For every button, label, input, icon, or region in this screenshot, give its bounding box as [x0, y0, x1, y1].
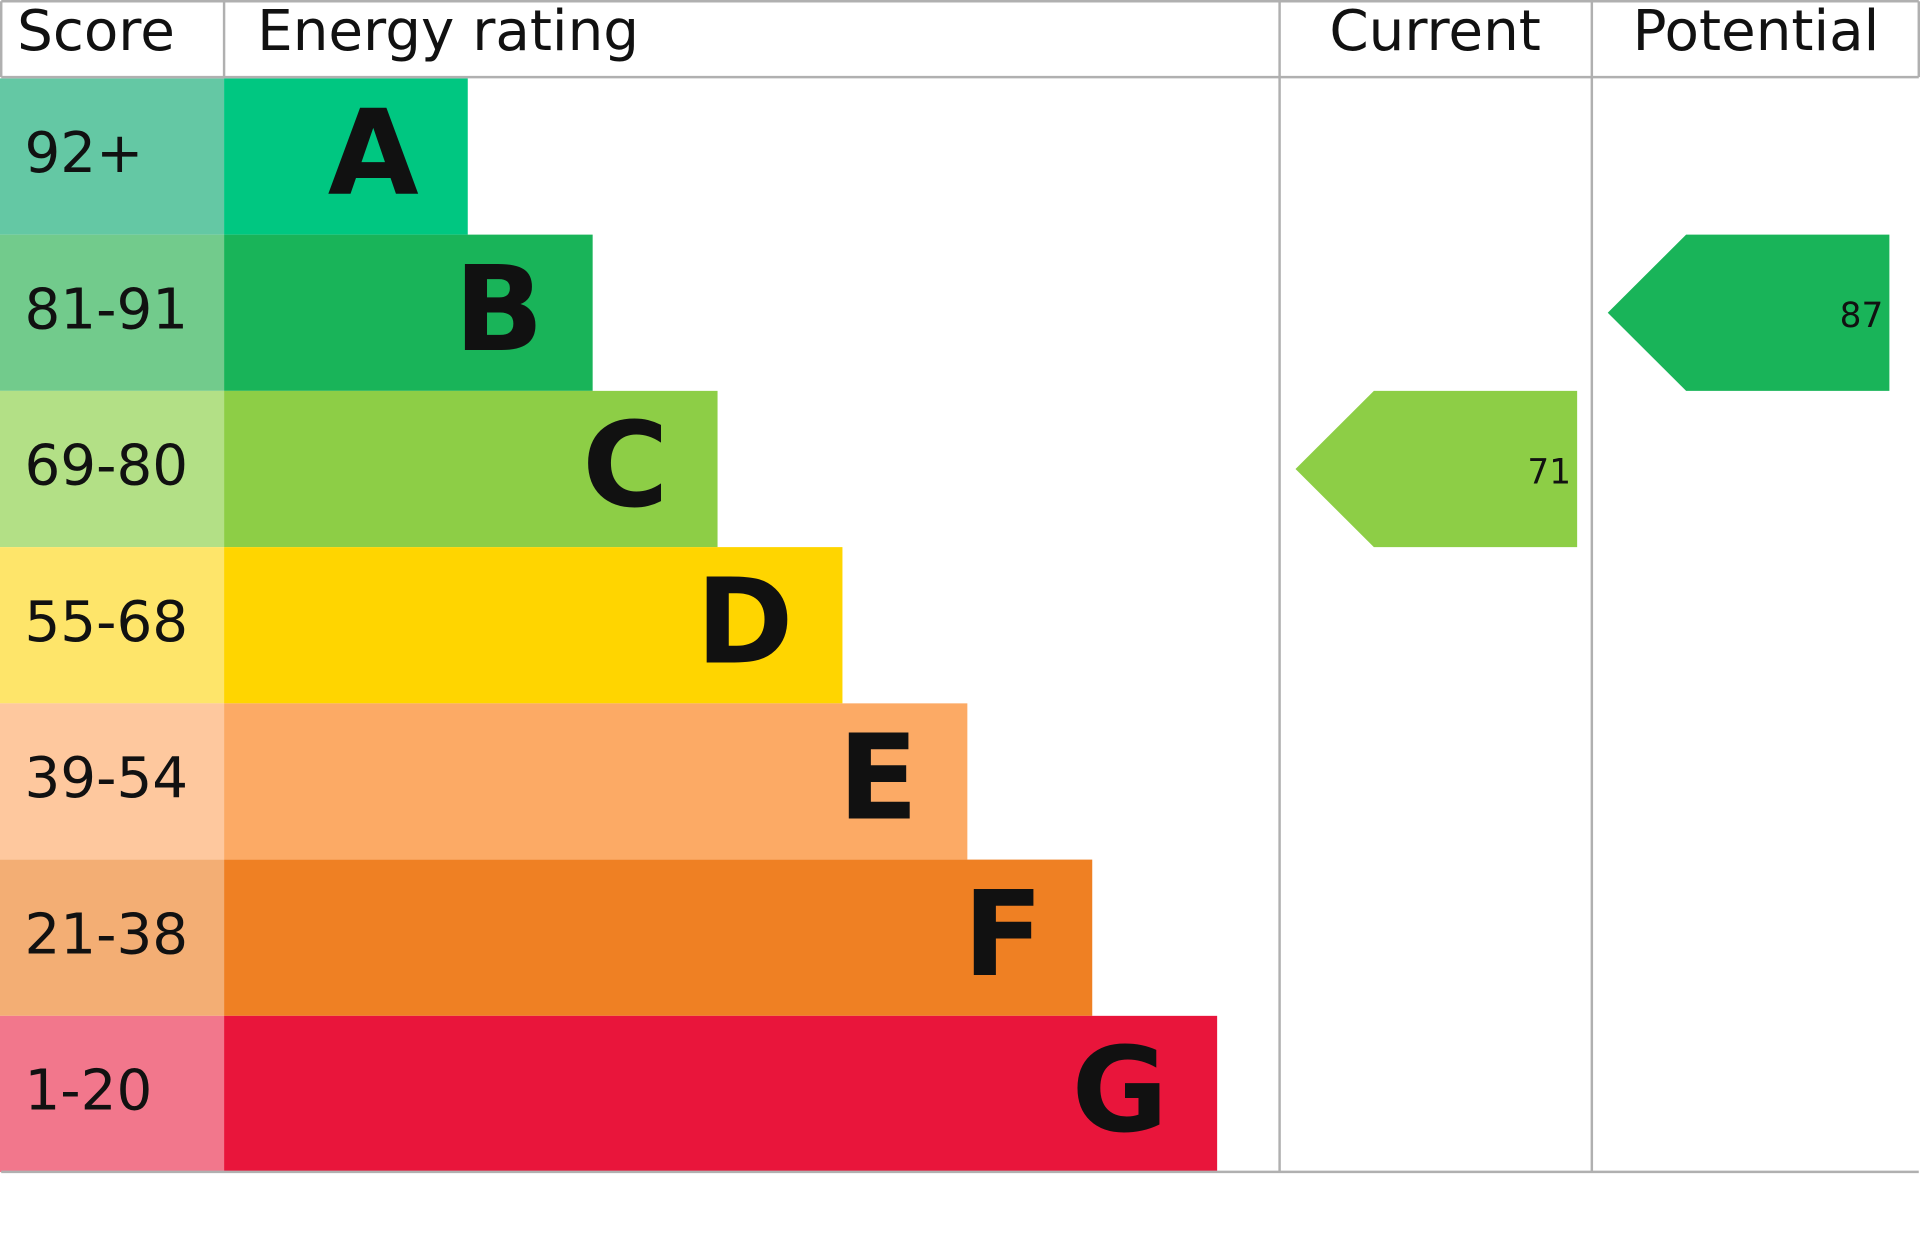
rating-bar — [224, 390, 718, 548]
grid — [0, 0, 1920, 1174]
bands — [0, 78, 1218, 1173]
score-cell — [0, 547, 225, 704]
rating-bar — [224, 78, 468, 235]
rating-letter: D — [696, 553, 794, 690]
potential-value: 87 — [1840, 296, 1884, 336]
header-score: Score — [17, 0, 175, 64]
current-arrow — [1295, 390, 1578, 548]
rating-bar — [224, 234, 593, 391]
rating-letter: G — [1072, 1022, 1168, 1159]
score-cell — [0, 1015, 225, 1173]
score-cell — [0, 390, 225, 548]
rating-letter: E — [838, 710, 918, 847]
header-potential: Potential — [1633, 0, 1880, 64]
rating-bar — [224, 859, 1093, 1016]
potential-arrow — [1607, 234, 1890, 391]
score-label: 1-20 — [24, 1059, 152, 1124]
score-label: 39-54 — [24, 746, 188, 811]
score-label: 92+ — [24, 121, 143, 186]
rating-letter: B — [454, 241, 544, 378]
score-cell — [0, 78, 225, 235]
rating-bar — [224, 703, 968, 860]
rating-letter: F — [963, 866, 1043, 1003]
header-rating: Energy rating — [257, 0, 639, 64]
score-label: 21-38 — [24, 902, 188, 967]
score-label: 81-91 — [24, 277, 188, 342]
rating-letter: C — [582, 397, 668, 534]
rating-bar — [224, 547, 843, 704]
header-current: Current — [1329, 0, 1541, 64]
score-cell — [0, 703, 225, 860]
rating-bar — [224, 1015, 1218, 1173]
score-cell — [0, 234, 225, 391]
score-label: 69-80 — [24, 434, 188, 499]
score-label: 55-68 — [24, 590, 188, 655]
score-cell — [0, 859, 225, 1016]
current-value: 71 — [1527, 452, 1571, 492]
rating-letter: A — [328, 85, 419, 222]
